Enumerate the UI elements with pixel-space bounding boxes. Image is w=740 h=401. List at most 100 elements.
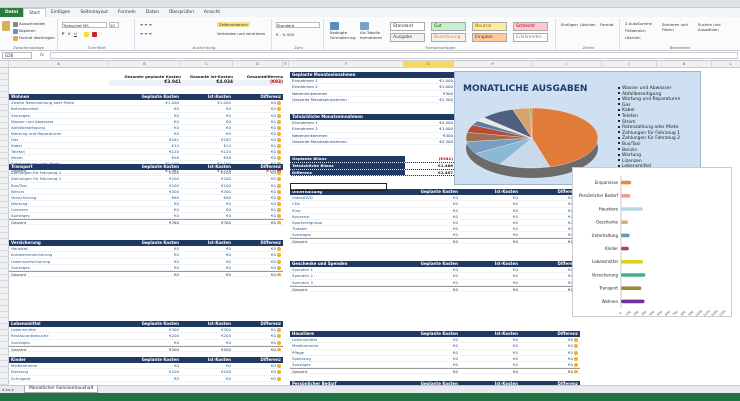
formula-input[interactable] — [50, 52, 738, 59]
income-row[interactable]: Gesamte Monatseinnahmen €2.300 — [290, 97, 455, 103]
table-row[interactable]: Wartung €0 €0 €0 — [9, 201, 283, 207]
column-title[interactable]: Ist-Kosten — [207, 321, 231, 326]
balance-row[interactable]: Differenz €2.407 — [290, 169, 455, 177]
column-title[interactable]: Differenz — [260, 94, 281, 99]
row-header[interactable] — [0, 294, 9, 300]
underline-button[interactable]: U — [74, 31, 77, 36]
row-header[interactable] — [0, 300, 9, 306]
bar[interactable] — [621, 220, 629, 224]
table-row[interactable]: Schulgeld €0 €0 €0 — [9, 376, 283, 382]
clear-button[interactable]: Löschen — [625, 35, 641, 40]
income-row[interactable]: Gesamte Monatseinnahmen €5.300 — [290, 139, 455, 145]
row-header[interactable] — [0, 123, 9, 129]
column-header[interactable]: B — [109, 61, 181, 68]
table-row[interactable]: Versicherung €60 €60 €0 — [9, 195, 283, 201]
row-header[interactable] — [0, 196, 9, 203]
italic-button[interactable]: K — [68, 31, 71, 36]
column-title[interactable]: Differenz — [260, 321, 281, 326]
font-name-select[interactable]: Trebuchet MS — [62, 22, 107, 28]
table-row[interactable]: Zahlungen für Fahrzeug 1 €200 €200 €0 — [9, 170, 283, 177]
bar[interactable] — [621, 286, 642, 290]
row-header[interactable] — [0, 135, 9, 142]
column-title[interactable]: Differenz — [557, 261, 578, 266]
merge-center-button[interactable]: Verbinden und zentrieren — [217, 31, 266, 36]
bar[interactable] — [621, 246, 629, 251]
column-header[interactable] — [0, 61, 9, 68]
row-header[interactable] — [0, 269, 9, 276]
format-painter-button[interactable]: Format übertragen — [13, 35, 55, 41]
bar[interactable] — [621, 260, 643, 264]
row-header[interactable] — [0, 324, 9, 331]
row-header[interactable] — [0, 251, 9, 258]
bar[interactable] — [621, 233, 630, 238]
row-header[interactable] — [0, 153, 9, 160]
row-header[interactable] — [0, 221, 9, 227]
table-row[interactable]: Zweite Ratenzahlung oder Miete €1.000 €1.0… — [9, 100, 283, 107]
column-title[interactable]: Geplante Kosten — [141, 164, 179, 169]
table-row[interactable]: Medikamente €0 €0 €0 — [9, 363, 283, 370]
delete-cells-button[interactable]: Löschen — [580, 22, 596, 27]
column-header[interactable]: I — [532, 61, 602, 68]
cell-style-1[interactable]: Standard — [390, 22, 425, 31]
table-row[interactable]: Medikamente €0 €0 €0 — [290, 343, 580, 350]
row-header[interactable] — [0, 214, 9, 221]
column-title[interactable]: Differenz — [260, 357, 281, 362]
table-row[interactable]: Betriebsmittel €0 €0 €0 — [9, 106, 283, 113]
table-row[interactable]: Sonstiges €0 €0 €0 — [9, 265, 283, 271]
column-title[interactable]: Ist-Kosten — [207, 164, 231, 169]
table-row[interactable]: Gas €162 €162 €0 — [9, 137, 283, 144]
row-header[interactable] — [0, 129, 9, 136]
column-header[interactable]: H — [454, 61, 532, 68]
sheet-nav-arrows[interactable]: ◂ ◂ ▸ ▸ — [2, 387, 14, 392]
row-header[interactable] — [0, 367, 9, 373]
column-title[interactable]: Ist-Kosten — [494, 189, 518, 194]
table-row[interactable]: Restaurantbesuche €200 €200 €0 — [9, 333, 283, 340]
ribbon-tab-4[interactable]: Seitenlayout — [80, 10, 108, 15]
balance-row[interactable]: Tatsächliche Bilanz €1.466 — [290, 162, 455, 170]
bar[interactable] — [621, 180, 632, 185]
pie-chart-panel[interactable]: MONATLICHE AUSGABEN Wasser und Abwasser A… — [454, 71, 701, 185]
row-header[interactable] — [0, 74, 9, 81]
pie-slice[interactable] — [531, 107, 599, 168]
column-title[interactable]: Geplante Kosten — [141, 321, 179, 326]
format-cells-button[interactable]: Format — [600, 22, 614, 27]
cell-style-4[interactable]: Schlecht — [513, 22, 548, 31]
sheet-tab-active[interactable]: Monatlicher Familienhaushalt — [24, 386, 99, 393]
column-title[interactable]: Ist-Kosten — [207, 357, 231, 362]
row-header[interactable] — [0, 257, 9, 264]
row-header[interactable] — [0, 178, 9, 184]
column-title[interactable]: Differenz — [260, 240, 281, 245]
bar[interactable] — [621, 299, 645, 304]
column-title[interactable]: Ist-Kosten — [494, 331, 518, 336]
row-header[interactable] — [0, 68, 9, 75]
row-header[interactable] — [0, 166, 9, 172]
column-title[interactable]: Differenz — [557, 189, 578, 194]
ribbon-tab-6[interactable]: Daten — [145, 10, 159, 15]
column-header[interactable]: A — [9, 61, 109, 68]
currency-button[interactable]: € - % 000 — [276, 32, 295, 37]
income-row[interactable]: Einnahmen 2 €1.000 — [290, 84, 455, 91]
number-format-select[interactable]: Standard — [276, 22, 320, 28]
ribbon-tab-8[interactable]: Ansicht — [203, 10, 221, 15]
ribbon-tab-2[interactable]: Start — [23, 8, 46, 17]
row-header[interactable] — [0, 239, 9, 245]
bar[interactable] — [621, 273, 646, 277]
row-header[interactable] — [0, 288, 9, 294]
row-header[interactable] — [0, 233, 9, 239]
cell-style-3[interactable]: Neutral — [472, 22, 507, 31]
row-header[interactable] — [0, 336, 9, 343]
table-row[interactable]: Strom €56 €56 €0 — [9, 155, 283, 162]
table-row[interactable]: Wasser und Abwasser €0 €0 €0 — [9, 119, 283, 125]
row-header[interactable] — [0, 349, 9, 355]
column-title[interactable]: Geplante Kosten — [420, 331, 458, 336]
column-header[interactable]: J — [602, 61, 657, 68]
income-row[interactable]: Nebeneinkommen €300 — [290, 133, 455, 139]
column-title[interactable]: Differenz — [260, 164, 281, 169]
table-row[interactable]: Sonstiges €0 €0 €0 — [9, 113, 283, 119]
column-title[interactable]: Ist-Kosten — [494, 261, 518, 266]
autosum-button[interactable]: Σ AutoSumme — [625, 21, 652, 26]
table-row[interactable]: Sonstiges €0 €0 €0 — [9, 213, 283, 220]
row-header[interactable] — [0, 312, 9, 319]
insert-cells-button[interactable]: Einfügen — [561, 22, 578, 27]
fill-button[interactable]: Füllbereich — [625, 28, 646, 33]
